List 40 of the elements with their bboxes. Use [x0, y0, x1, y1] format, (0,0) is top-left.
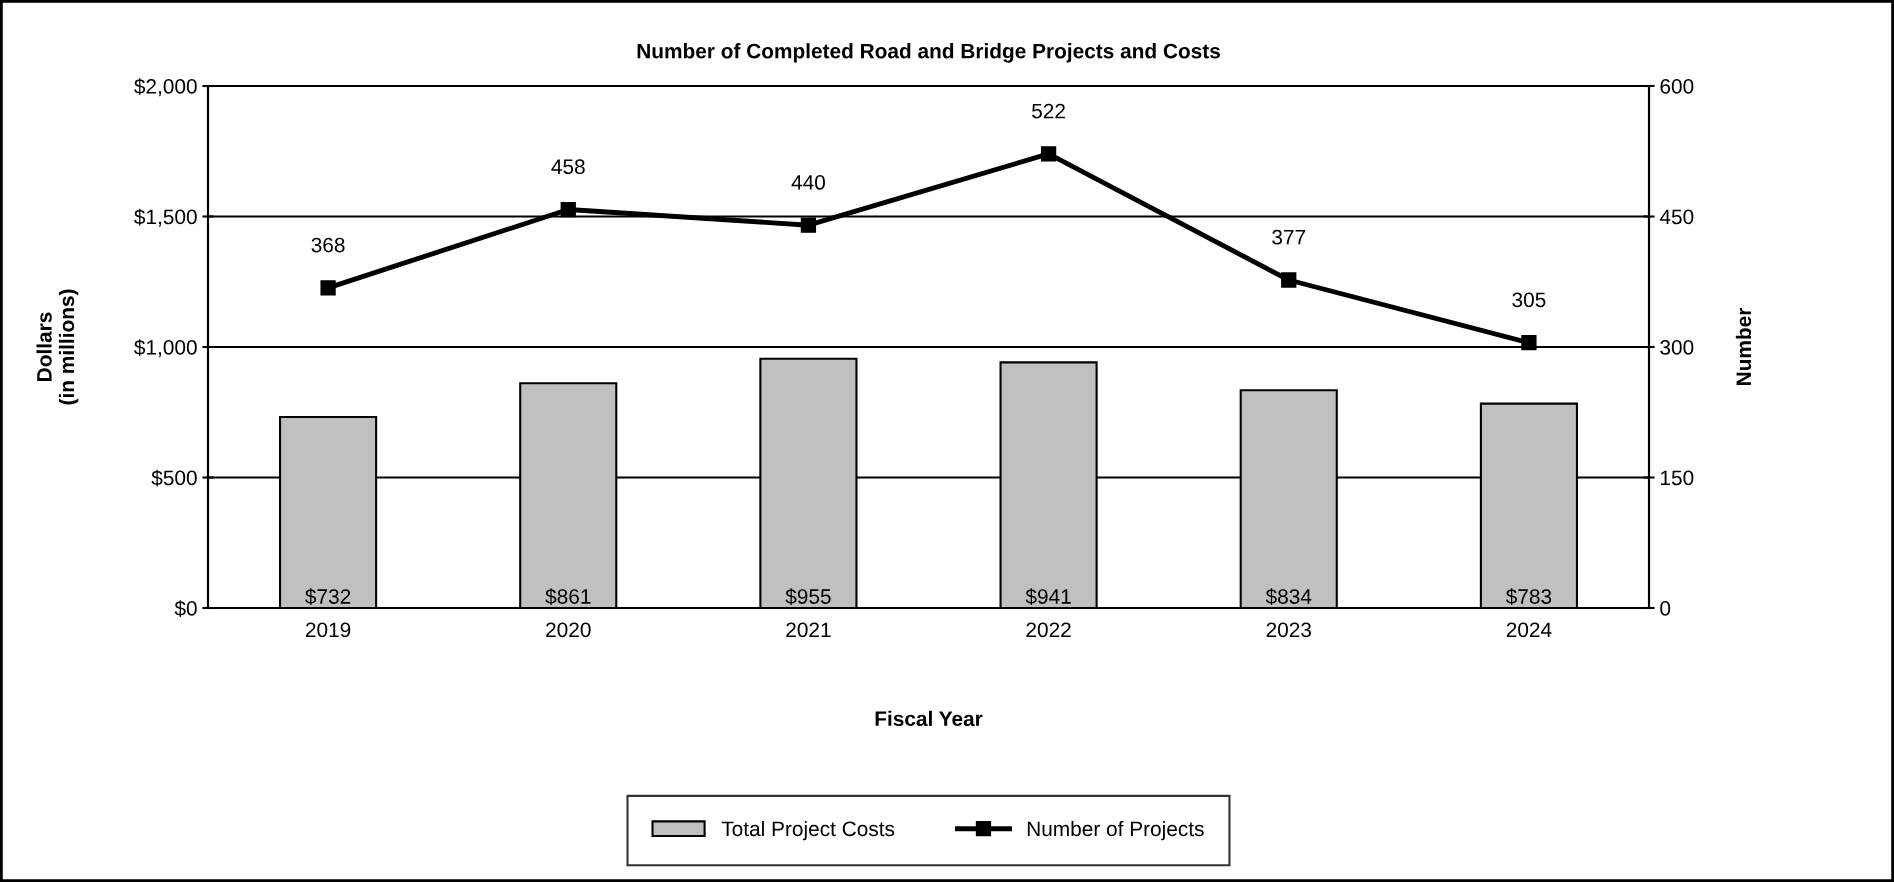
chart-title: Number of Completed Road and Bridge Projects and Costs — [637, 43, 1220, 63]
x-tick-label: 2022 — [1026, 622, 1071, 638]
data-label: $783 — [1505, 588, 1552, 606]
y-tick-label: $0 — [174, 600, 197, 617]
y2-tick-label: 300 — [1660, 340, 1694, 355]
data-label: 305 — [1512, 292, 1546, 308]
data-label: $941 — [1025, 588, 1071, 606]
data-label: 522 — [1032, 103, 1065, 119]
x-tick-label: 2024 — [1506, 622, 1552, 638]
point — [1521, 335, 1537, 351]
y2-axis-title: Number — [1735, 307, 1752, 385]
x-tick-label: 2021 — [786, 622, 831, 638]
data-label: 368 — [311, 237, 345, 253]
x-tick-label: 2019 — [305, 622, 351, 638]
data-label: $955 — [785, 588, 831, 606]
data-label: 458 — [551, 159, 585, 175]
x-tick-label: 2020 — [546, 622, 591, 638]
legend-label: Total Project Costs — [721, 820, 895, 841]
point — [320, 280, 336, 296]
legend-label: Number of Projects — [1027, 820, 1204, 841]
data-label: 377 — [1272, 229, 1306, 245]
y2-tick-label: 600 — [1660, 79, 1694, 94]
data-label: 440 — [791, 175, 825, 190]
x-axis-title: Fiscal Year — [875, 710, 983, 727]
point — [1040, 146, 1057, 162]
y-tick-label: $1,000 — [134, 339, 197, 358]
y2-tick-label: 450 — [1659, 209, 1694, 225]
y2-tick-label: 0 — [1660, 601, 1671, 616]
data-label: $861 — [545, 588, 591, 606]
point — [1281, 272, 1297, 288]
y2-tick-label: 150 — [1661, 470, 1694, 486]
data-label: $834 — [1265, 588, 1312, 606]
point — [560, 201, 576, 218]
y-axis-title: Dollars (in millions) — [36, 289, 79, 405]
y-tick-label: $500 — [151, 469, 197, 487]
y-tick-label: $2,000 — [134, 78, 197, 97]
data-label: $732 — [305, 588, 351, 606]
point — [800, 217, 817, 233]
y-tick-label: $1,500 — [134, 208, 197, 227]
x-tick-label: 2023 — [1266, 622, 1312, 638]
